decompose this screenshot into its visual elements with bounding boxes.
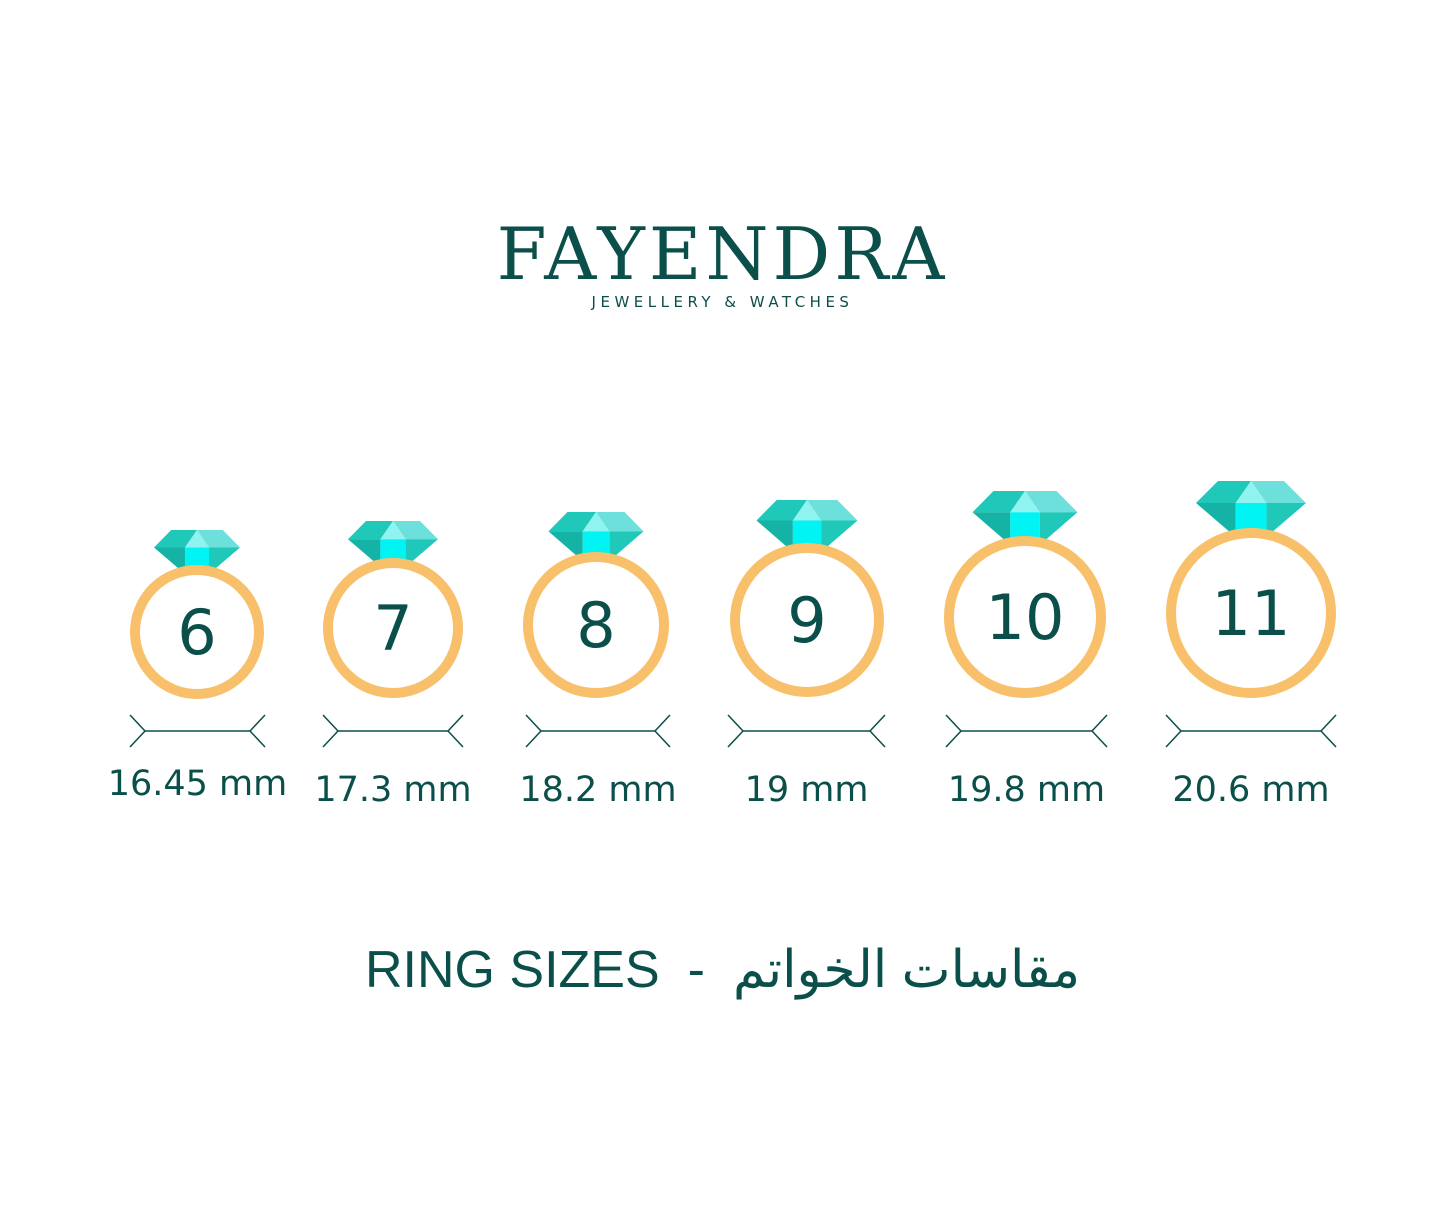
diameter-arrow <box>525 714 671 748</box>
page-title: RING SIZES - مقاسات الخواتم <box>0 940 1445 1000</box>
ring-size-10: 10 19.8 mm <box>944 491 1108 810</box>
ring-size-7: 7 17.3 mm <box>314 521 472 810</box>
title-arabic: مقاسات الخواتم <box>732 941 1081 999</box>
ring-band <box>130 565 264 699</box>
ring-size-6: 6 16.45 mm <box>108 530 288 804</box>
ring-size-number: 7 <box>373 592 412 665</box>
ring-size-number: 6 <box>177 596 216 669</box>
ring-diameter-label: 16.45 mm <box>108 764 288 804</box>
diameter-arrow <box>945 714 1108 748</box>
diamond-icon <box>756 500 858 552</box>
ring-size-8: 8 18.2 mm <box>519 512 677 810</box>
ring-diameter-label: 20.6 mm <box>1172 770 1329 810</box>
diameter-arrow <box>322 714 464 748</box>
ring-size-11: 11 20.6 mm <box>1165 481 1337 810</box>
ring-size-9: 9 19 mm <box>727 500 886 810</box>
diameter-arrow <box>727 714 886 748</box>
ring-band <box>323 558 463 698</box>
diameter-arrow <box>1165 714 1337 748</box>
ring-band <box>1166 528 1336 698</box>
ring-band <box>523 552 669 698</box>
ring-diameter-label: 17.3 mm <box>314 770 471 810</box>
ring-diameter-label: 18.2 mm <box>519 770 676 810</box>
ring-diameter-label: 19 mm <box>745 770 869 810</box>
diameter-arrow <box>129 714 266 748</box>
ring-size-number: 10 <box>986 581 1065 654</box>
ring-size-number: 9 <box>787 584 826 657</box>
brand-tagline: JEWELLERY & WATCHES <box>591 293 854 311</box>
ring-band <box>944 536 1106 698</box>
ring-size-number: 11 <box>1212 577 1291 650</box>
diamond-icon <box>154 530 240 574</box>
ring-band <box>730 543 884 697</box>
title-separator: - <box>687 941 705 999</box>
ring-diameter-label: 19.8 mm <box>948 770 1105 810</box>
title-english: RING SIZES <box>364 941 660 999</box>
brand-logo: FAYENDRA <box>496 212 949 296</box>
ring-size-number: 8 <box>576 589 615 662</box>
